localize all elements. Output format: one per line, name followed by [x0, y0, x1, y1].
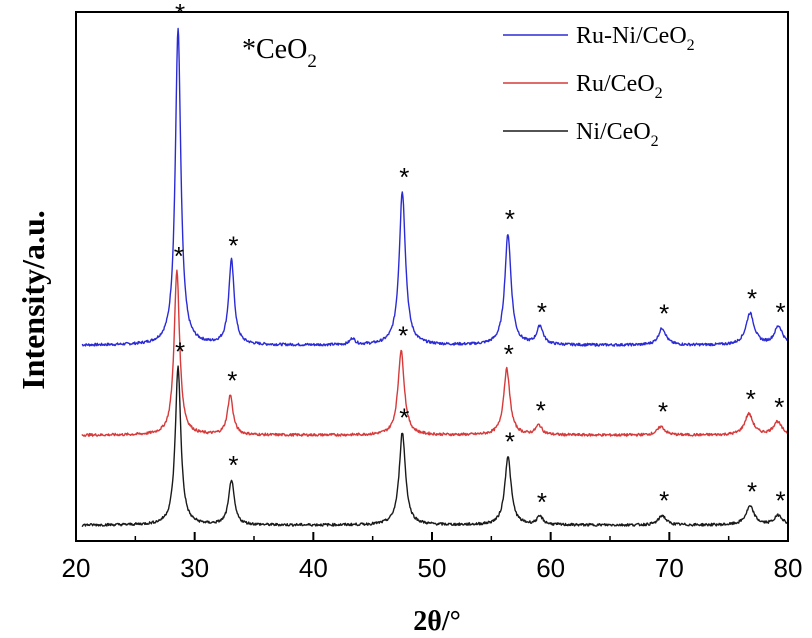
x-tick-label: 50	[418, 553, 447, 583]
legend: Ru-Ni/CeO2 Ru/CeO2 Ni/CeO2	[503, 23, 695, 150]
peak-star: *	[227, 366, 237, 396]
peak-star: *	[399, 403, 409, 433]
y-axis-label: Intensity/a.u.	[15, 210, 51, 390]
peak-star: *	[175, 336, 185, 366]
legend-label: Ru-Ni/CeO2	[576, 23, 695, 54]
peak-star: *	[659, 486, 669, 516]
annotation-symbol: *	[242, 34, 256, 65]
peak-star: *	[505, 426, 515, 456]
x-tick-label: 70	[655, 553, 684, 583]
legend-label: Ni/CeO2	[576, 119, 659, 150]
ceo2-annotation: *CeO2	[242, 34, 317, 72]
peak-star: *	[775, 297, 785, 327]
annotation-subscript: 2	[307, 51, 317, 72]
peak-star: *	[399, 162, 409, 192]
series-line	[81, 269, 789, 437]
peak-star: *	[658, 397, 668, 427]
peak-star: *	[228, 231, 238, 261]
x-axis-label: 2θ/°	[413, 606, 461, 637]
x-tick-label: 20	[62, 553, 91, 583]
series-line	[81, 365, 789, 527]
x-tick-label: 80	[774, 553, 803, 583]
peak-star: *	[659, 298, 669, 328]
svg-text:*CeO2: *CeO2	[242, 34, 317, 72]
series-layer	[81, 27, 789, 527]
x-tick-label: 60	[536, 553, 565, 583]
peak-star: *	[505, 204, 515, 234]
peak-star: *	[174, 241, 184, 271]
x-axis: 20 30 40 50 60 70 80	[62, 532, 803, 583]
peak-star: *	[175, 0, 185, 28]
peak-star-layer: * * * * * * * * * * * * * * * * * * * * * * * *	[174, 0, 786, 517]
peak-star: *	[746, 384, 756, 414]
annotation-text: CeO	[256, 34, 307, 65]
x-tick-label: 40	[299, 553, 328, 583]
peak-star: *	[774, 392, 784, 422]
x-tick-label: 30	[180, 553, 209, 583]
peak-star: *	[536, 396, 546, 426]
legend-label: Ru/CeO2	[576, 71, 663, 102]
peak-star: *	[504, 339, 514, 369]
peak-star: *	[537, 487, 547, 517]
peak-star: *	[775, 486, 785, 516]
series-line	[81, 27, 789, 347]
peak-star: *	[228, 450, 238, 480]
peak-star: *	[398, 321, 408, 351]
peak-star: *	[747, 284, 757, 314]
peak-star: *	[537, 297, 547, 327]
peak-star: *	[747, 477, 757, 507]
